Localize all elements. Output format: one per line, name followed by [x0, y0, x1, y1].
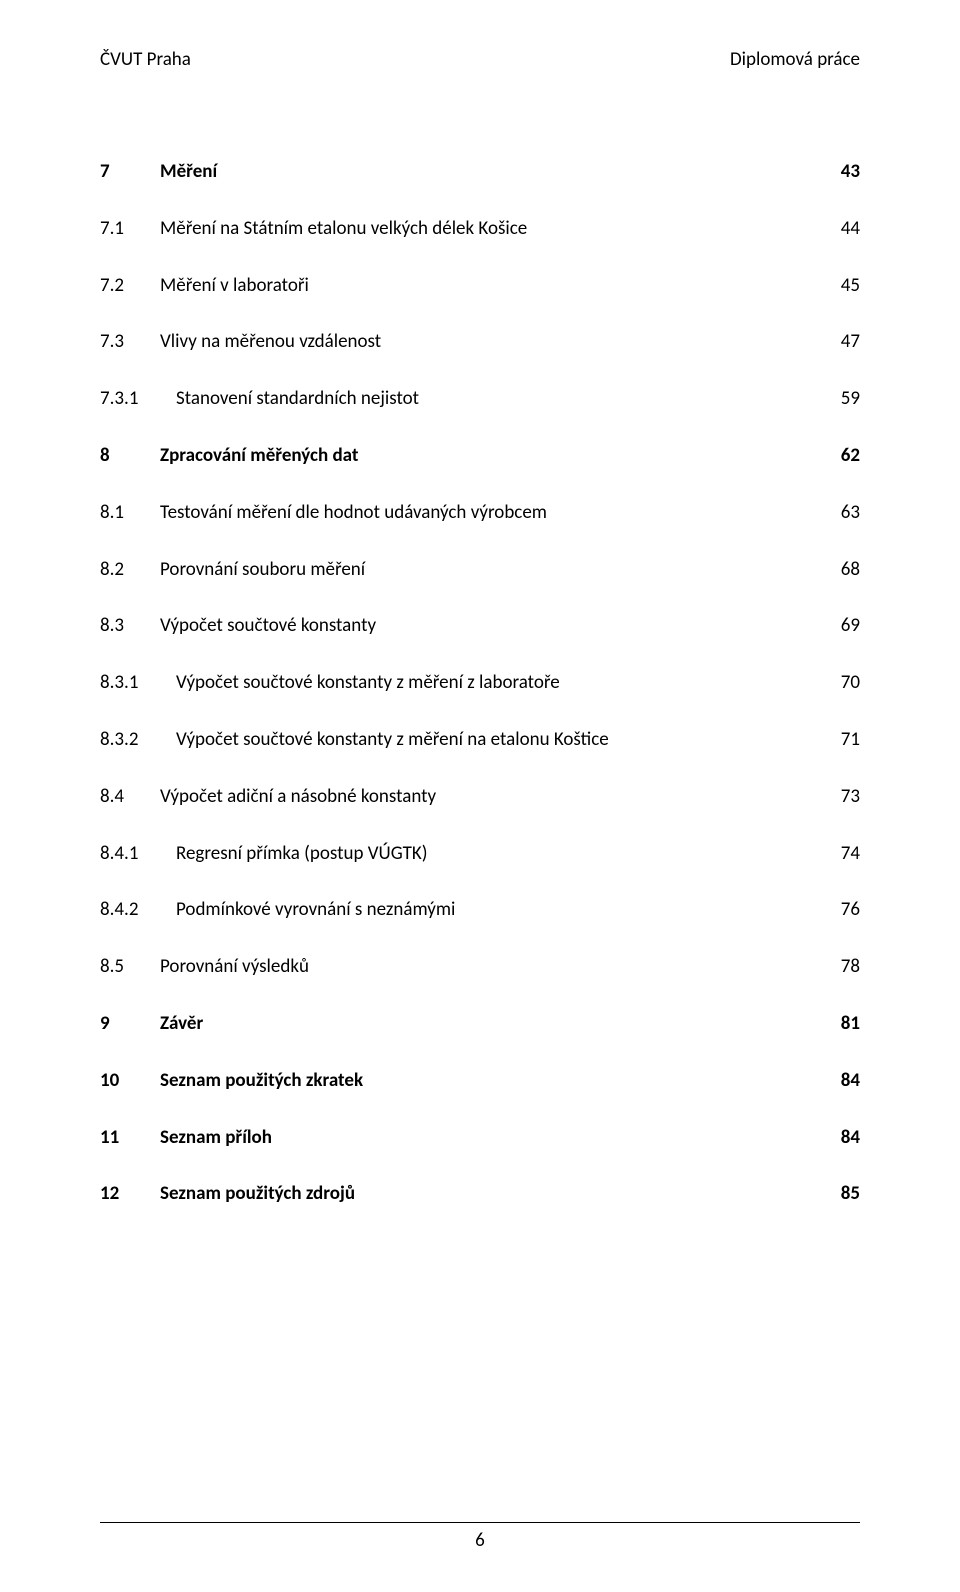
toc-entry-number: 8.5 — [100, 956, 160, 979]
toc-entry: 11Seznam příloh84 — [100, 1127, 860, 1150]
toc-entry: 10Seznam použitých zkratek84 — [100, 1070, 860, 1093]
toc-entry-number: 10 — [100, 1070, 160, 1093]
toc-entry-number: 7.1 — [100, 218, 160, 241]
toc-entry-title: Testování měření dle hodnot udávaných vý… — [160, 502, 820, 525]
running-head: ČVUT Praha Diplomová práce — [100, 48, 860, 71]
toc-entry: 8.2Porovnání souboru měření68 — [100, 559, 860, 582]
table-of-contents: 7Měření43 7.1Měření na Státním etalonu ve… — [100, 127, 860, 1482]
toc-entry: 7.3Vlivy na měřenou vzdálenost47 — [100, 331, 860, 354]
toc-entry-page: 76 — [820, 899, 860, 922]
toc-entry-title: Porovnání souboru měření — [160, 559, 820, 582]
toc-entry-number: 8.3.2 — [100, 729, 176, 752]
toc-entry-page: 84 — [820, 1070, 860, 1093]
toc-entry-title: Zpracování měřených dat — [160, 445, 820, 468]
toc-entry-page: 45 — [820, 275, 860, 298]
toc-entry-number: 8.3.1 — [100, 672, 176, 695]
toc-entry-title: Vlivy na měřenou vzdálenost — [160, 331, 820, 354]
toc-entry-title: Seznam použitých zdrojů — [160, 1183, 820, 1206]
toc-entry-page: 81 — [820, 1013, 860, 1036]
toc-entry: 9Závěr81 — [100, 1013, 860, 1036]
toc-entry-number: 8.4.2 — [100, 899, 176, 922]
footer-rule — [100, 1522, 860, 1523]
toc-entry-number: 7.2 — [100, 275, 160, 298]
toc-entry: 8.4.1Regresní přímka (postup VÚGTK)74 — [100, 843, 860, 866]
toc-entry: 7.2Měření v laboratoři45 — [100, 275, 860, 298]
toc-entry-page: 84 — [820, 1127, 860, 1150]
toc-entry: 7.1Měření na Státním etalonu velkých dél… — [100, 218, 860, 241]
toc-entry-title: Regresní přímka (postup VÚGTK) — [176, 843, 820, 866]
toc-entry-page: 85 — [820, 1183, 860, 1206]
toc-entry: 12Seznam použitých zdrojů85 — [100, 1183, 860, 1206]
toc-entry-page: 73 — [820, 786, 860, 809]
toc-entry: 8.5Porovnání výsledků78 — [100, 956, 860, 979]
toc-entry: 8.1Testování měření dle hodnot udávaných… — [100, 502, 860, 525]
toc-entry-number: 12 — [100, 1183, 160, 1206]
toc-entry-title: Měření — [160, 161, 820, 184]
toc-entry-number: 9 — [100, 1013, 160, 1036]
toc-entry-page: 68 — [820, 559, 860, 582]
toc-entry: 8.3Výpočet součtové konstanty69 — [100, 615, 860, 638]
toc-entry-title: Porovnání výsledků — [160, 956, 820, 979]
toc-entry-number: 7 — [100, 161, 160, 184]
toc-entry: 8.4Výpočet adiční a násobné konstanty73 — [100, 786, 860, 809]
toc-entry-number: 11 — [100, 1127, 160, 1150]
toc-entry-title: Měření na Státním etalonu velkých délek … — [160, 218, 820, 241]
toc-entry: 8.4.2Podmínkové vyrovnání s neznámými76 — [100, 899, 860, 922]
toc-entry-title: Podmínkové vyrovnání s neznámými — [176, 899, 820, 922]
header-right: Diplomová práce — [730, 48, 860, 71]
toc-entry-page: 71 — [820, 729, 860, 752]
toc-entry-number: 7.3 — [100, 331, 160, 354]
toc-entry-number: 7.3.1 — [100, 388, 176, 411]
toc-entry-page: 78 — [820, 956, 860, 979]
toc-entry-title: Výpočet součtové konstanty z měření z la… — [176, 672, 820, 695]
toc-entry-page: 59 — [820, 388, 860, 411]
toc-entry-page: 70 — [820, 672, 860, 695]
toc-entry: 7.3.1Stanovení standardních nejistot59 — [100, 388, 860, 411]
toc-entry-number: 8.2 — [100, 559, 160, 582]
toc-entry-title: Závěr — [160, 1013, 820, 1036]
footer-page-number: 6 — [100, 1529, 860, 1552]
toc-entry-title: Seznam příloh — [160, 1127, 820, 1150]
toc-entry: 7Měření43 — [100, 161, 860, 184]
toc-entry-number: 8.4.1 — [100, 843, 176, 866]
toc-entry-title: Seznam použitých zkratek — [160, 1070, 820, 1093]
toc-entry-number: 8.4 — [100, 786, 160, 809]
toc-entry-page: 69 — [820, 615, 860, 638]
toc-entry-page: 62 — [820, 445, 860, 468]
page: ČVUT Praha Diplomová práce 7Měření437.1M… — [0, 0, 960, 1592]
toc-entry-page: 47 — [820, 331, 860, 354]
toc-entry-number: 8.1 — [100, 502, 160, 525]
toc-entry-title: Stanovení standardních nejistot — [176, 388, 820, 411]
toc-entry-title: Výpočet součtové konstanty — [160, 615, 820, 638]
toc-entry-page: 74 — [820, 843, 860, 866]
toc-entry-title: Výpočet součtové konstanty z měření na e… — [176, 729, 820, 752]
toc-entry: 8.3.1Výpočet součtové konstanty z měření… — [100, 672, 860, 695]
toc-entry-page: 44 — [820, 218, 860, 241]
toc-entry: 8.3.2Výpočet součtové konstanty z měření… — [100, 729, 860, 752]
toc-entry-title: Měření v laboratoři — [160, 275, 820, 298]
toc-entry-number: 8.3 — [100, 615, 160, 638]
toc-entry-page: 63 — [820, 502, 860, 525]
header-left: ČVUT Praha — [100, 48, 191, 71]
toc-entry-page: 43 — [820, 161, 860, 184]
toc-entry: 8Zpracování měřených dat62 — [100, 445, 860, 468]
toc-entry-title: Výpočet adiční a násobné konstanty — [160, 786, 820, 809]
toc-entry-number: 8 — [100, 445, 160, 468]
